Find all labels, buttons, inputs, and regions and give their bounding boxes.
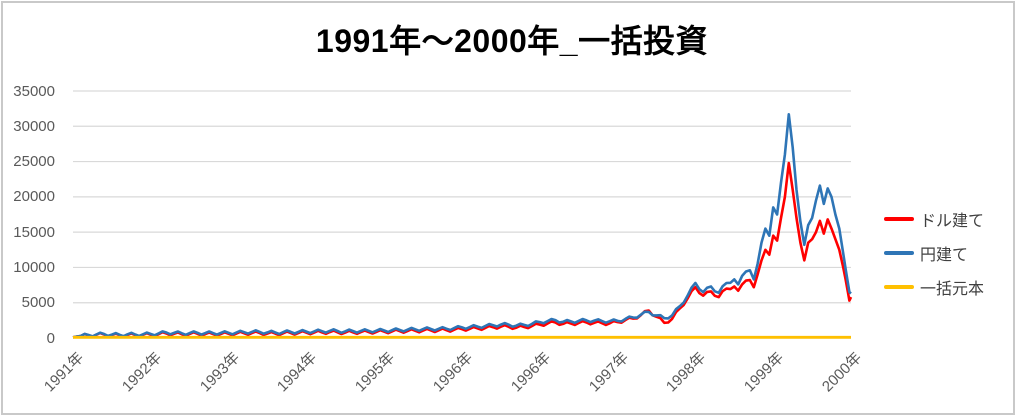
chart-title: 1991年～2000年_一括投資 xyxy=(315,23,709,59)
y-axis-tick-label: 0 xyxy=(46,329,55,347)
legend-swatch-line xyxy=(884,285,914,289)
legend-label: 一括元本 xyxy=(920,281,985,298)
legend-label: ドル建て xyxy=(920,213,985,230)
y-axis-tick-label: 20000 xyxy=(13,188,55,206)
legend-item: 円建て xyxy=(884,236,984,270)
y-axis-tick-label: 30000 xyxy=(13,117,55,135)
legend-item: ドル建て xyxy=(884,202,984,236)
y-axis-tick-label: 5000 xyxy=(21,294,55,312)
y-axis-tick-label: 35000 xyxy=(13,82,55,100)
legend-swatch-line xyxy=(884,251,914,255)
y-axis-tick-label: 25000 xyxy=(13,153,55,171)
series-line-yen xyxy=(72,113,852,339)
legend-swatch-line xyxy=(884,217,914,221)
y-axis-tick-label: 10000 xyxy=(13,258,55,276)
legend: ドル建て円建て一括元本 xyxy=(884,202,984,304)
y-axis-tick-label: 15000 xyxy=(13,223,55,241)
legend-item: 一括元本 xyxy=(884,270,984,304)
legend-label: 円建て xyxy=(920,247,969,264)
series-line-dollar xyxy=(72,161,853,339)
